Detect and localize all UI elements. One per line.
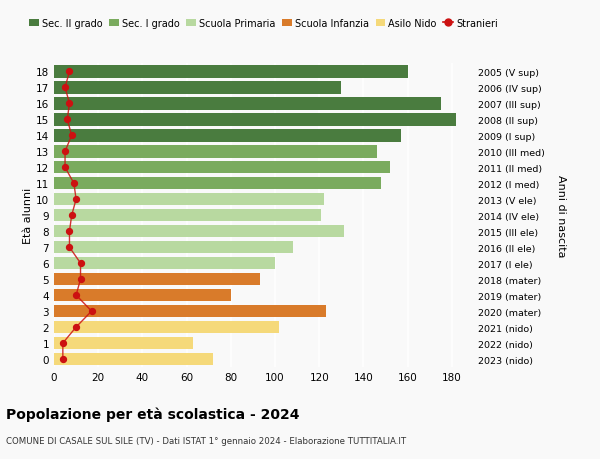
- Bar: [54, 194, 323, 206]
- Point: [71, 292, 81, 299]
- Y-axis label: Età alunni: Età alunni: [23, 188, 33, 244]
- Point: [65, 101, 74, 108]
- Point: [67, 212, 76, 219]
- Y-axis label: Anni di nascita: Anni di nascita: [556, 174, 566, 257]
- Text: Popolazione per età scolastica - 2024: Popolazione per età scolastica - 2024: [6, 406, 299, 421]
- Legend: Sec. II grado, Sec. I grado, Scuola Primaria, Scuola Infanzia, Asilo Nido, Stran: Sec. II grado, Sec. I grado, Scuola Prim…: [25, 15, 502, 32]
- Bar: [54, 337, 193, 349]
- Point: [69, 180, 79, 188]
- Bar: [54, 209, 322, 222]
- Point: [60, 164, 70, 172]
- Point: [71, 196, 81, 203]
- Point: [65, 244, 74, 251]
- Point: [60, 148, 70, 156]
- Bar: [54, 130, 401, 142]
- Point: [60, 84, 70, 92]
- Bar: [54, 114, 457, 126]
- Bar: [54, 321, 280, 334]
- Bar: [54, 66, 407, 78]
- Bar: [54, 162, 390, 174]
- Bar: [54, 82, 341, 95]
- Point: [76, 276, 85, 283]
- Point: [65, 68, 74, 76]
- Point: [87, 308, 97, 315]
- Point: [71, 324, 81, 331]
- Point: [58, 340, 68, 347]
- Bar: [54, 305, 326, 318]
- Bar: [54, 98, 441, 110]
- Bar: [54, 146, 377, 158]
- Point: [67, 132, 76, 140]
- Bar: [54, 225, 344, 238]
- Bar: [54, 178, 381, 190]
- Bar: [54, 241, 293, 254]
- Point: [58, 356, 68, 363]
- Text: COMUNE DI CASALE SUL SILE (TV) - Dati ISTAT 1° gennaio 2024 - Elaborazione TUTTI: COMUNE DI CASALE SUL SILE (TV) - Dati IS…: [6, 436, 406, 445]
- Bar: [54, 353, 213, 365]
- Point: [65, 228, 74, 235]
- Point: [76, 260, 85, 267]
- Point: [62, 117, 72, 124]
- Bar: [54, 289, 231, 302]
- Bar: [54, 257, 275, 270]
- Bar: [54, 273, 260, 285]
